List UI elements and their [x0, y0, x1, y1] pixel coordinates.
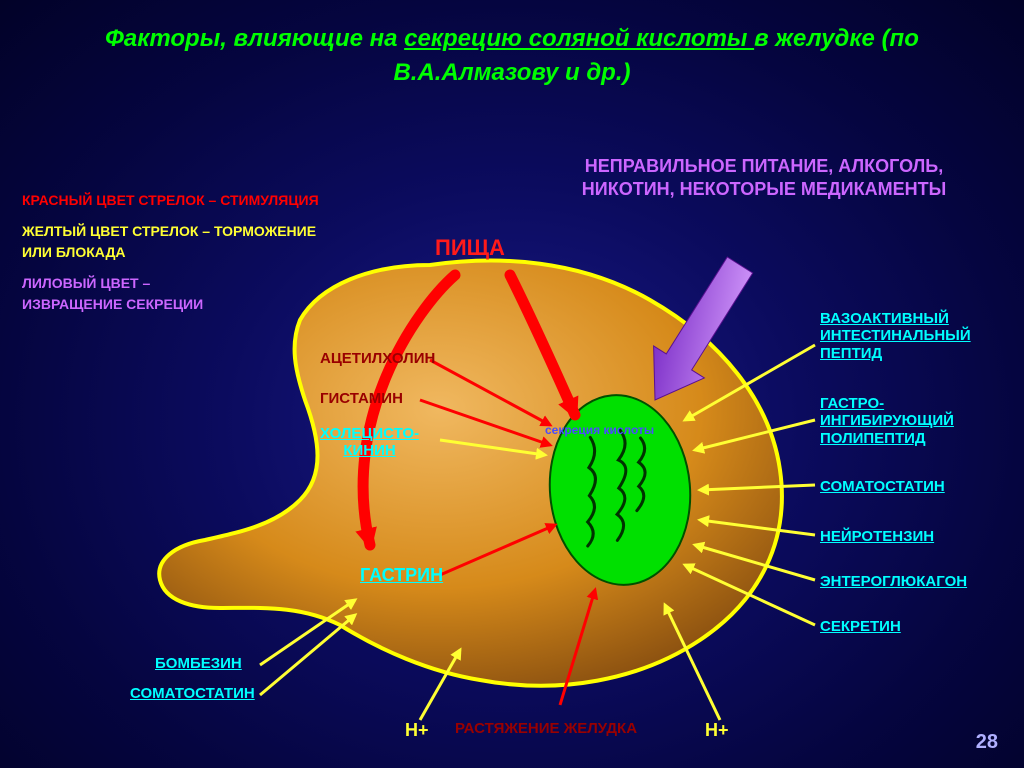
label-neurotensin: НЕЙРОТЕНЗИН: [820, 528, 934, 545]
label-vip: ВАЗОАКТИВНЫЙ ИНТЕСТИНАЛЬНЫЙ ПЕПТИД: [820, 310, 971, 362]
slide-number: 28: [976, 731, 998, 754]
label-secretion-center: секреция кислоты: [545, 424, 654, 438]
label-secretin: СЕКРЕТИН: [820, 618, 901, 635]
label-gip: ГАСТРО-ИНГИБИРУЮЩИЙПОЛИПЕПТИД: [820, 395, 954, 447]
label-somatostatin-bottom: СОМАТОСТАТИН: [130, 685, 255, 702]
label-enteroglucagon: ЭНТЕРОГЛЮКАГОН: [820, 573, 967, 590]
diagram-svg: [0, 0, 1024, 768]
label-histamine: ГИСТАМИН: [320, 390, 403, 407]
diagram-stage: ПИЩА АЦЕТИЛХОЛИН ГИСТАМИН ХОЛЕЦИСТО-КИНИ…: [0, 0, 1024, 768]
label-cholecystokinin: ХОЛЕЦИСТО-КИНИН: [320, 425, 419, 460]
label-hplus-left: Н+: [405, 720, 429, 741]
label-acetylcholine: АЦЕТИЛХОЛИН: [320, 350, 435, 367]
label-food: ПИЩА: [435, 235, 505, 260]
label-somatostatin-right: СОМАТОСТАТИН: [820, 478, 945, 495]
label-gastrin: ГАСТРИН: [360, 565, 443, 586]
label-hplus-right: Н+: [705, 720, 729, 741]
label-bombesin: БОМБЕЗИН: [155, 655, 242, 672]
label-stretching: РАСТЯЖЕНИЕ ЖЕЛУДКА: [455, 720, 637, 737]
